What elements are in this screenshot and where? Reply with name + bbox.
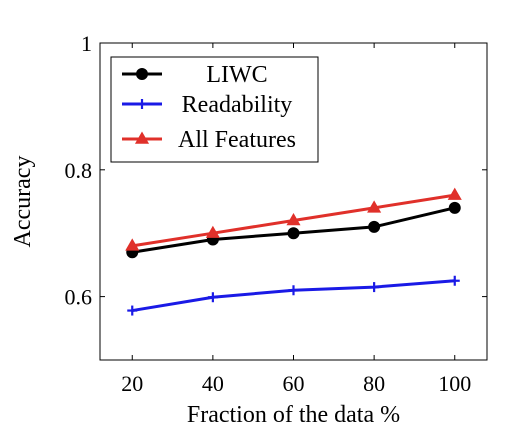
x-tick-label: 100 <box>438 371 471 396</box>
data-point <box>448 201 461 214</box>
legend-marker <box>137 99 147 109</box>
data-point <box>286 213 301 226</box>
data-point <box>205 225 220 238</box>
series-liwc <box>126 201 461 259</box>
data-point <box>125 238 140 251</box>
legend-label: All Features <box>178 127 296 153</box>
legend-marker <box>136 68 148 80</box>
x-axis: 20 40 60 80 100 <box>121 43 471 396</box>
x-tick-label: 80 <box>363 371 385 396</box>
series-line <box>132 279 455 313</box>
y-tick-label: 0.8 <box>65 158 93 183</box>
y-axis: 0.6 0.8 1 <box>65 31 487 310</box>
legend-label: Readability <box>182 92 293 118</box>
data-point <box>127 305 138 316</box>
data-point <box>207 292 218 303</box>
legend-label: LIWC <box>206 62 267 88</box>
legend-item: All Features <box>122 127 296 153</box>
legend-item: LIWC <box>122 62 268 88</box>
data-point <box>288 285 299 296</box>
y-tick-label: 1 <box>81 31 92 56</box>
x-axis-label: Fraction of the data % <box>187 402 400 428</box>
data-point <box>368 220 381 233</box>
legend-item: Readability <box>122 92 292 118</box>
data-point <box>367 200 382 213</box>
x-tick-label: 20 <box>121 371 143 396</box>
y-tick-label: 0.6 <box>65 285 93 310</box>
data-point <box>369 282 380 293</box>
series-readability <box>127 275 460 316</box>
data-point <box>449 275 460 286</box>
legend-marker <box>134 131 150 144</box>
data-point <box>447 187 462 200</box>
legend: LIWC Readability All Features <box>110 56 319 163</box>
y-axis-label: Accuracy <box>10 156 36 248</box>
series-layer <box>125 187 462 316</box>
data-point <box>287 227 300 240</box>
x-tick-label: 40 <box>202 371 224 396</box>
x-tick-label: 60 <box>283 371 305 396</box>
series-all-features <box>125 187 462 251</box>
